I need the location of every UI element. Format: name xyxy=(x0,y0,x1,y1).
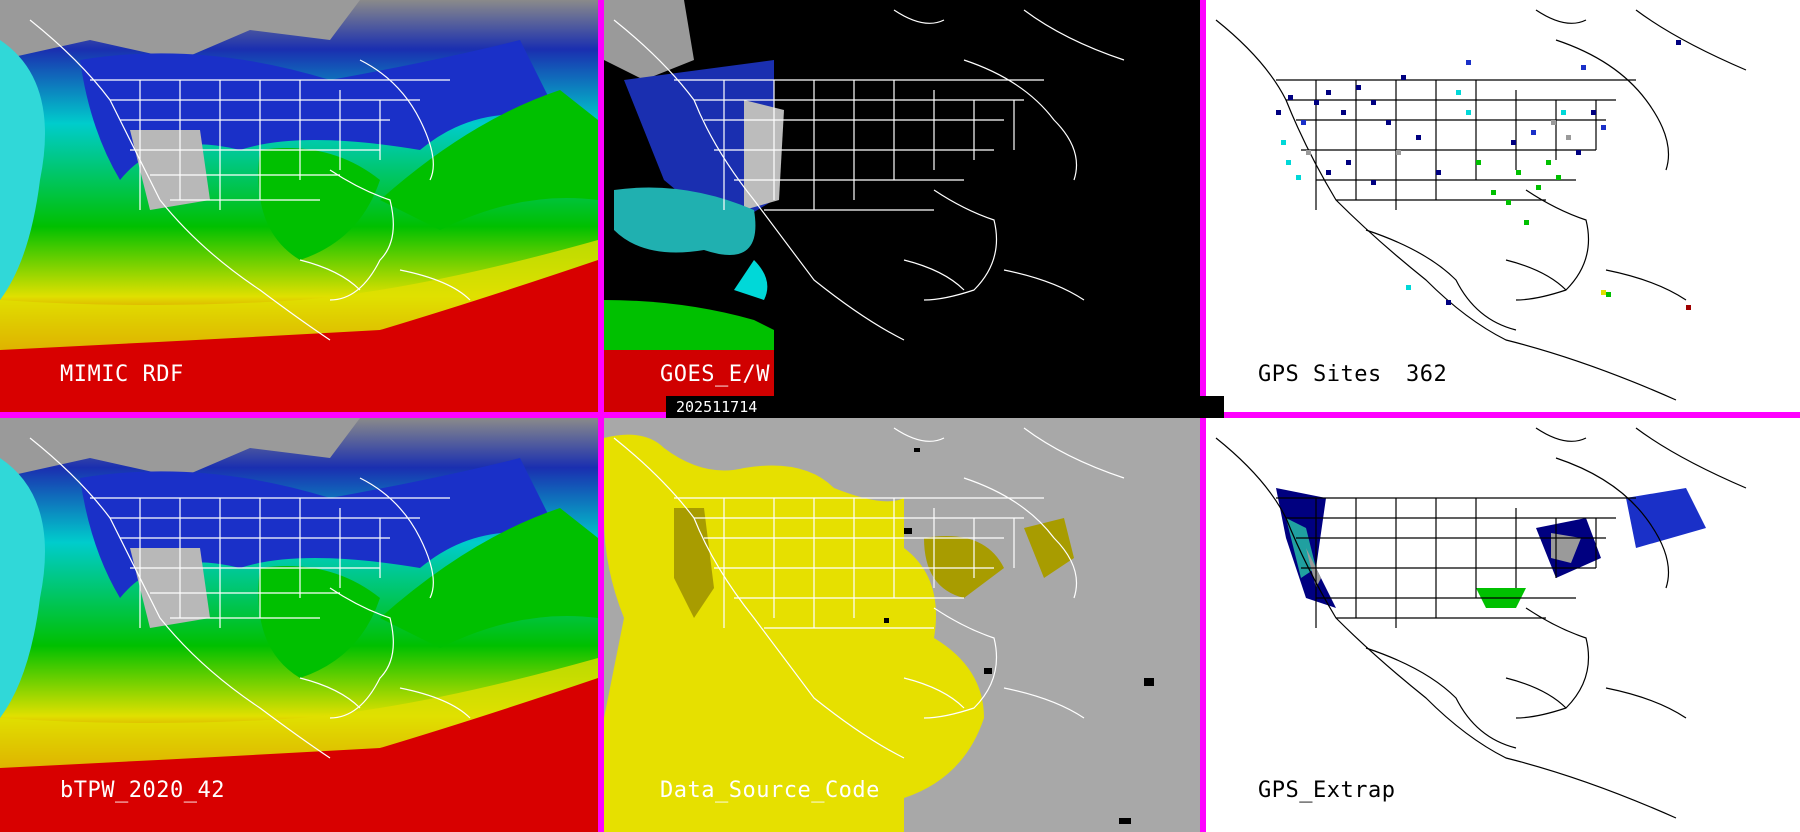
btpw-panel: bTPW_2020_42 xyxy=(0,418,598,832)
mimic-tpw-map xyxy=(0,0,598,412)
gps-extrap-panel: GPS_Extrap xyxy=(1206,418,1800,832)
goes-ew-panel: GOES_E/W xyxy=(604,0,1200,412)
panel-label: GPS Sites xyxy=(1258,362,1382,387)
data-source-code-map xyxy=(604,418,1200,832)
goes-tpw-map xyxy=(604,0,1200,412)
data-source-code-panel: Data_Source_Code xyxy=(604,418,1200,832)
panel-label: MIMIC RDF xyxy=(60,362,184,387)
gps-site-count: 362 xyxy=(1406,362,1448,387)
gps-extrap-map xyxy=(1206,418,1800,832)
gps-site-markers xyxy=(1276,40,1691,310)
analysis-timestamp: 202511714 xyxy=(666,396,1224,418)
panel-label: GOES_E/W xyxy=(660,362,770,387)
gps-sites-panel: GPS Sites 362 xyxy=(1206,0,1800,412)
panel-label: bTPW_2020_42 xyxy=(60,778,225,803)
gps-sites-map xyxy=(1206,0,1800,412)
btpw-tpw-map xyxy=(0,418,598,832)
mimic-rdf-panel: MIMIC RDF xyxy=(0,0,598,412)
panel-label: Data_Source_Code xyxy=(660,778,880,803)
panel-label: GPS_Extrap xyxy=(1258,778,1396,803)
